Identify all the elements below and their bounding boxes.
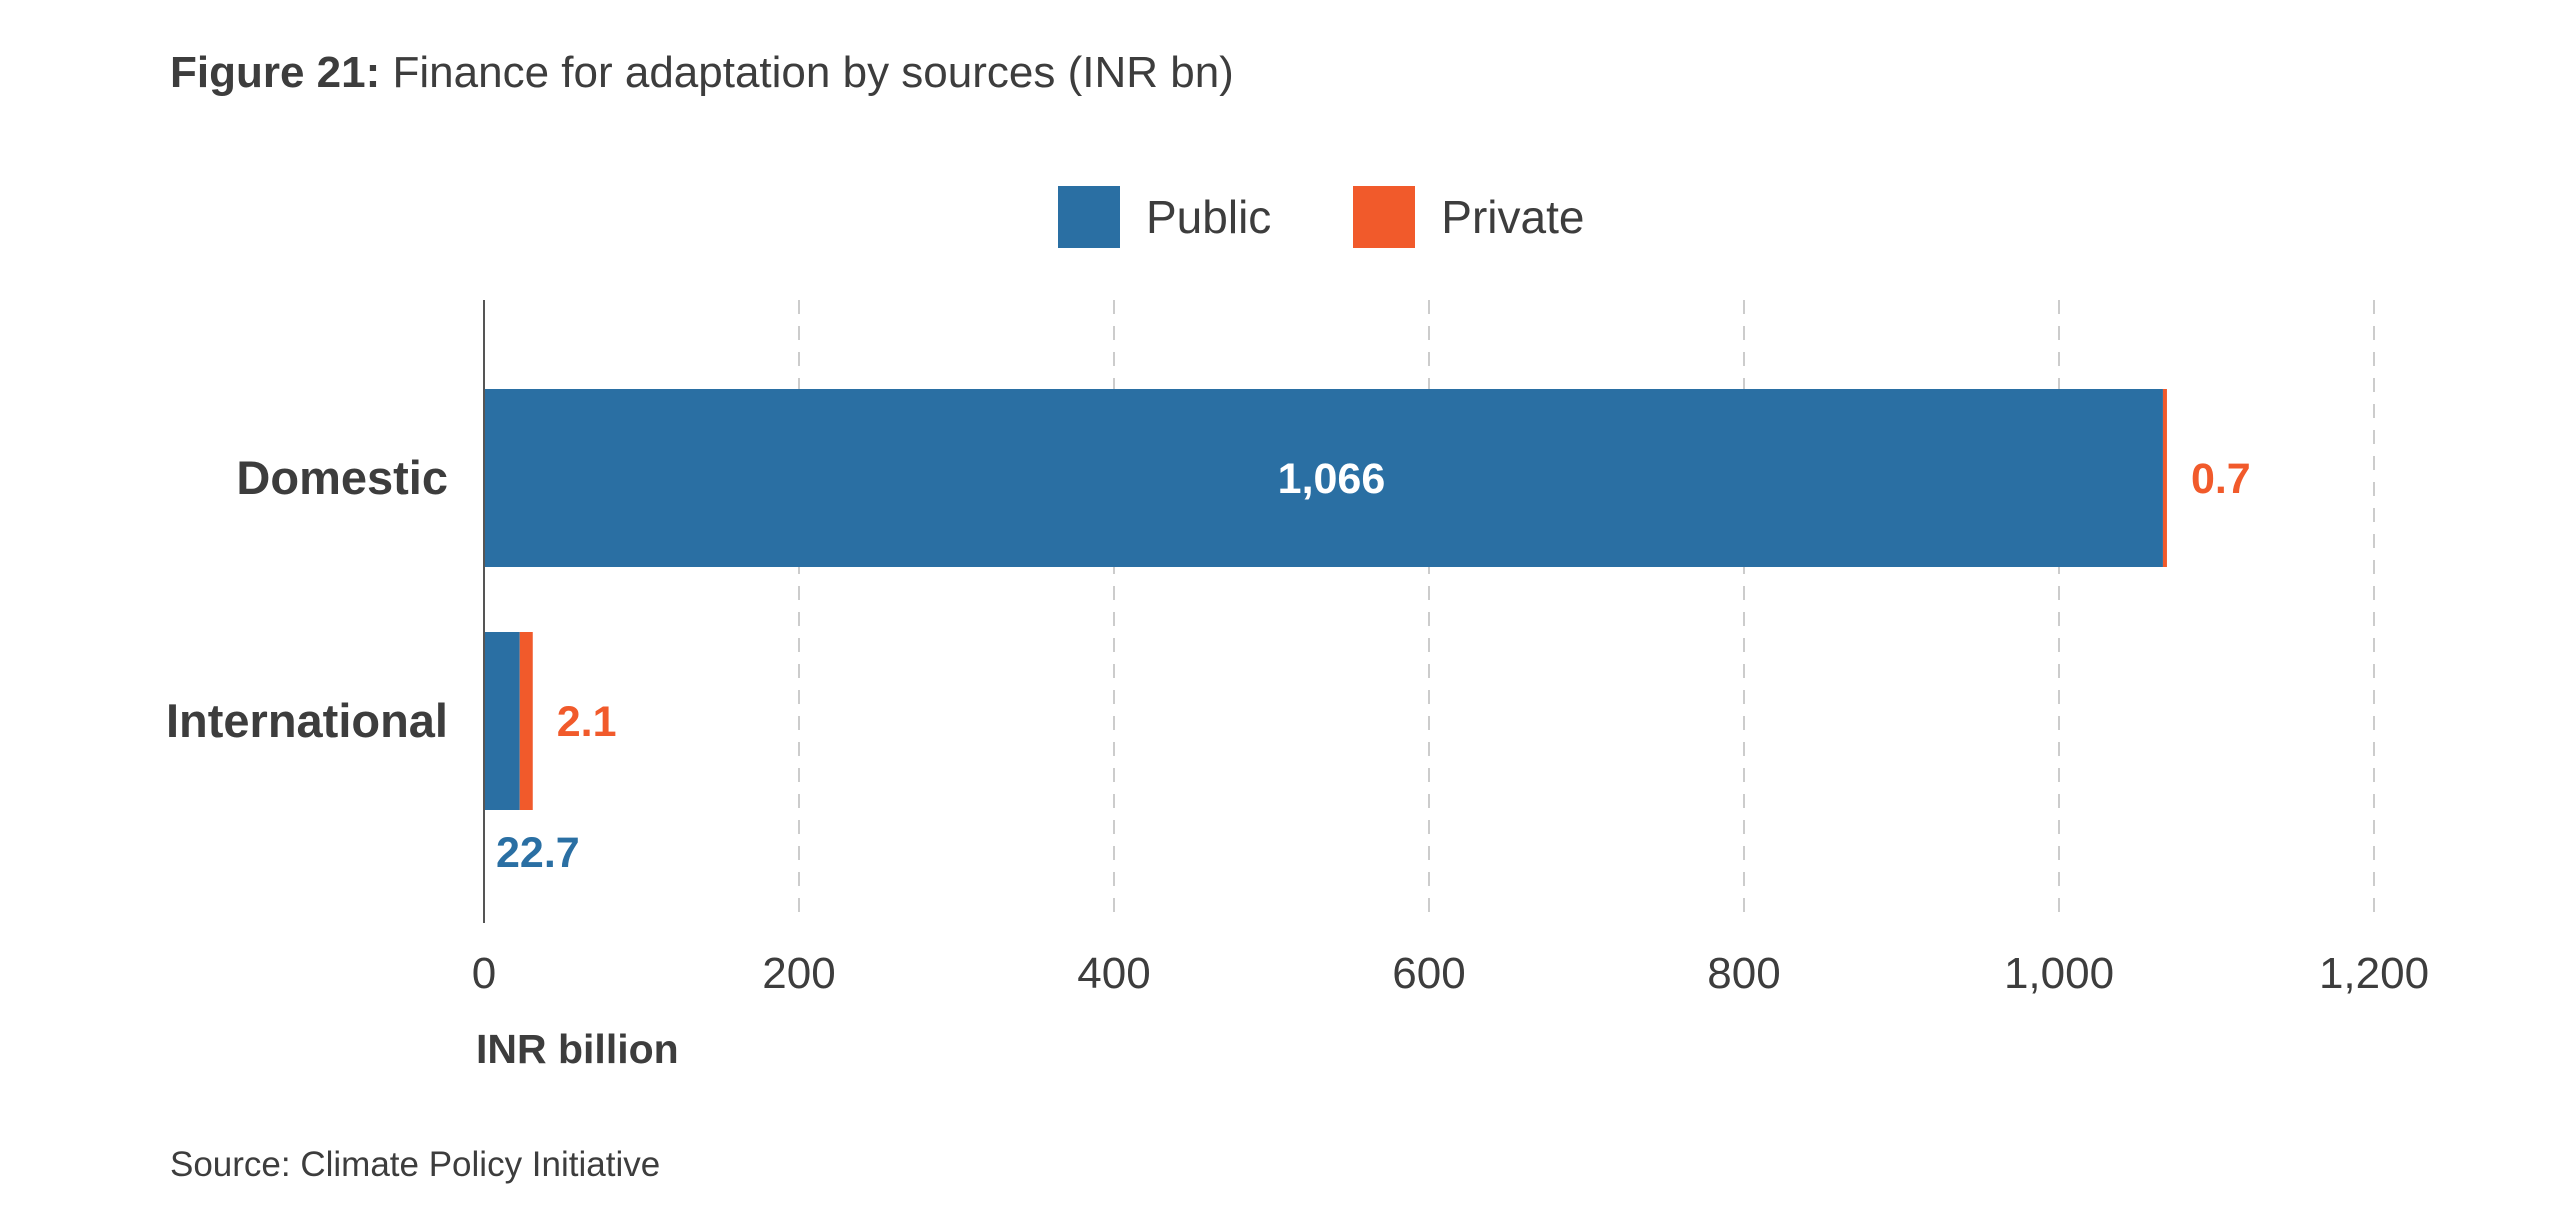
bar-private-1 — [519, 632, 533, 810]
legend-item-private: Private — [1353, 186, 1584, 248]
bar-private-0 — [2162, 389, 2167, 567]
figure-number: Figure 21: — [170, 48, 381, 97]
bar-public-1 — [484, 632, 520, 810]
data-label-public: 1,066 — [1278, 455, 1386, 503]
x-tick-label: 600 — [1392, 949, 1465, 998]
figure-title-text: Finance for adaptation by sources (INR b… — [392, 48, 1234, 97]
x-tick-label: 800 — [1707, 949, 1780, 998]
data-label-public: 22.7 — [496, 829, 580, 877]
source-note: Source: Climate Policy Initiative — [170, 1145, 661, 1184]
legend-label-public: Public — [1146, 191, 1272, 243]
x-tick-label: 1,200 — [2319, 949, 2429, 998]
x-axis-label: INR billion — [476, 1026, 679, 1072]
data-label-private: 2.1 — [557, 698, 617, 746]
legend-swatch-private — [1353, 186, 1416, 248]
x-tick-label: 200 — [762, 949, 835, 998]
category-label: International — [166, 694, 448, 747]
category-label: Domestic — [236, 451, 448, 504]
data-label-private: 0.7 — [2191, 455, 2251, 503]
legend: Public Private — [1058, 186, 1666, 248]
x-tick-label: 400 — [1077, 949, 1150, 998]
chart-title: Figure 21: Finance for adaptation by sou… — [170, 48, 1234, 98]
legend-swatch-public — [1058, 186, 1120, 248]
legend-item-public: Public — [1058, 186, 1271, 248]
legend-label-private: Private — [1441, 191, 1585, 243]
bar-public-0 — [484, 389, 2163, 567]
x-tick-label: 1,000 — [2004, 949, 2114, 998]
x-tick-label: 0 — [472, 949, 496, 998]
